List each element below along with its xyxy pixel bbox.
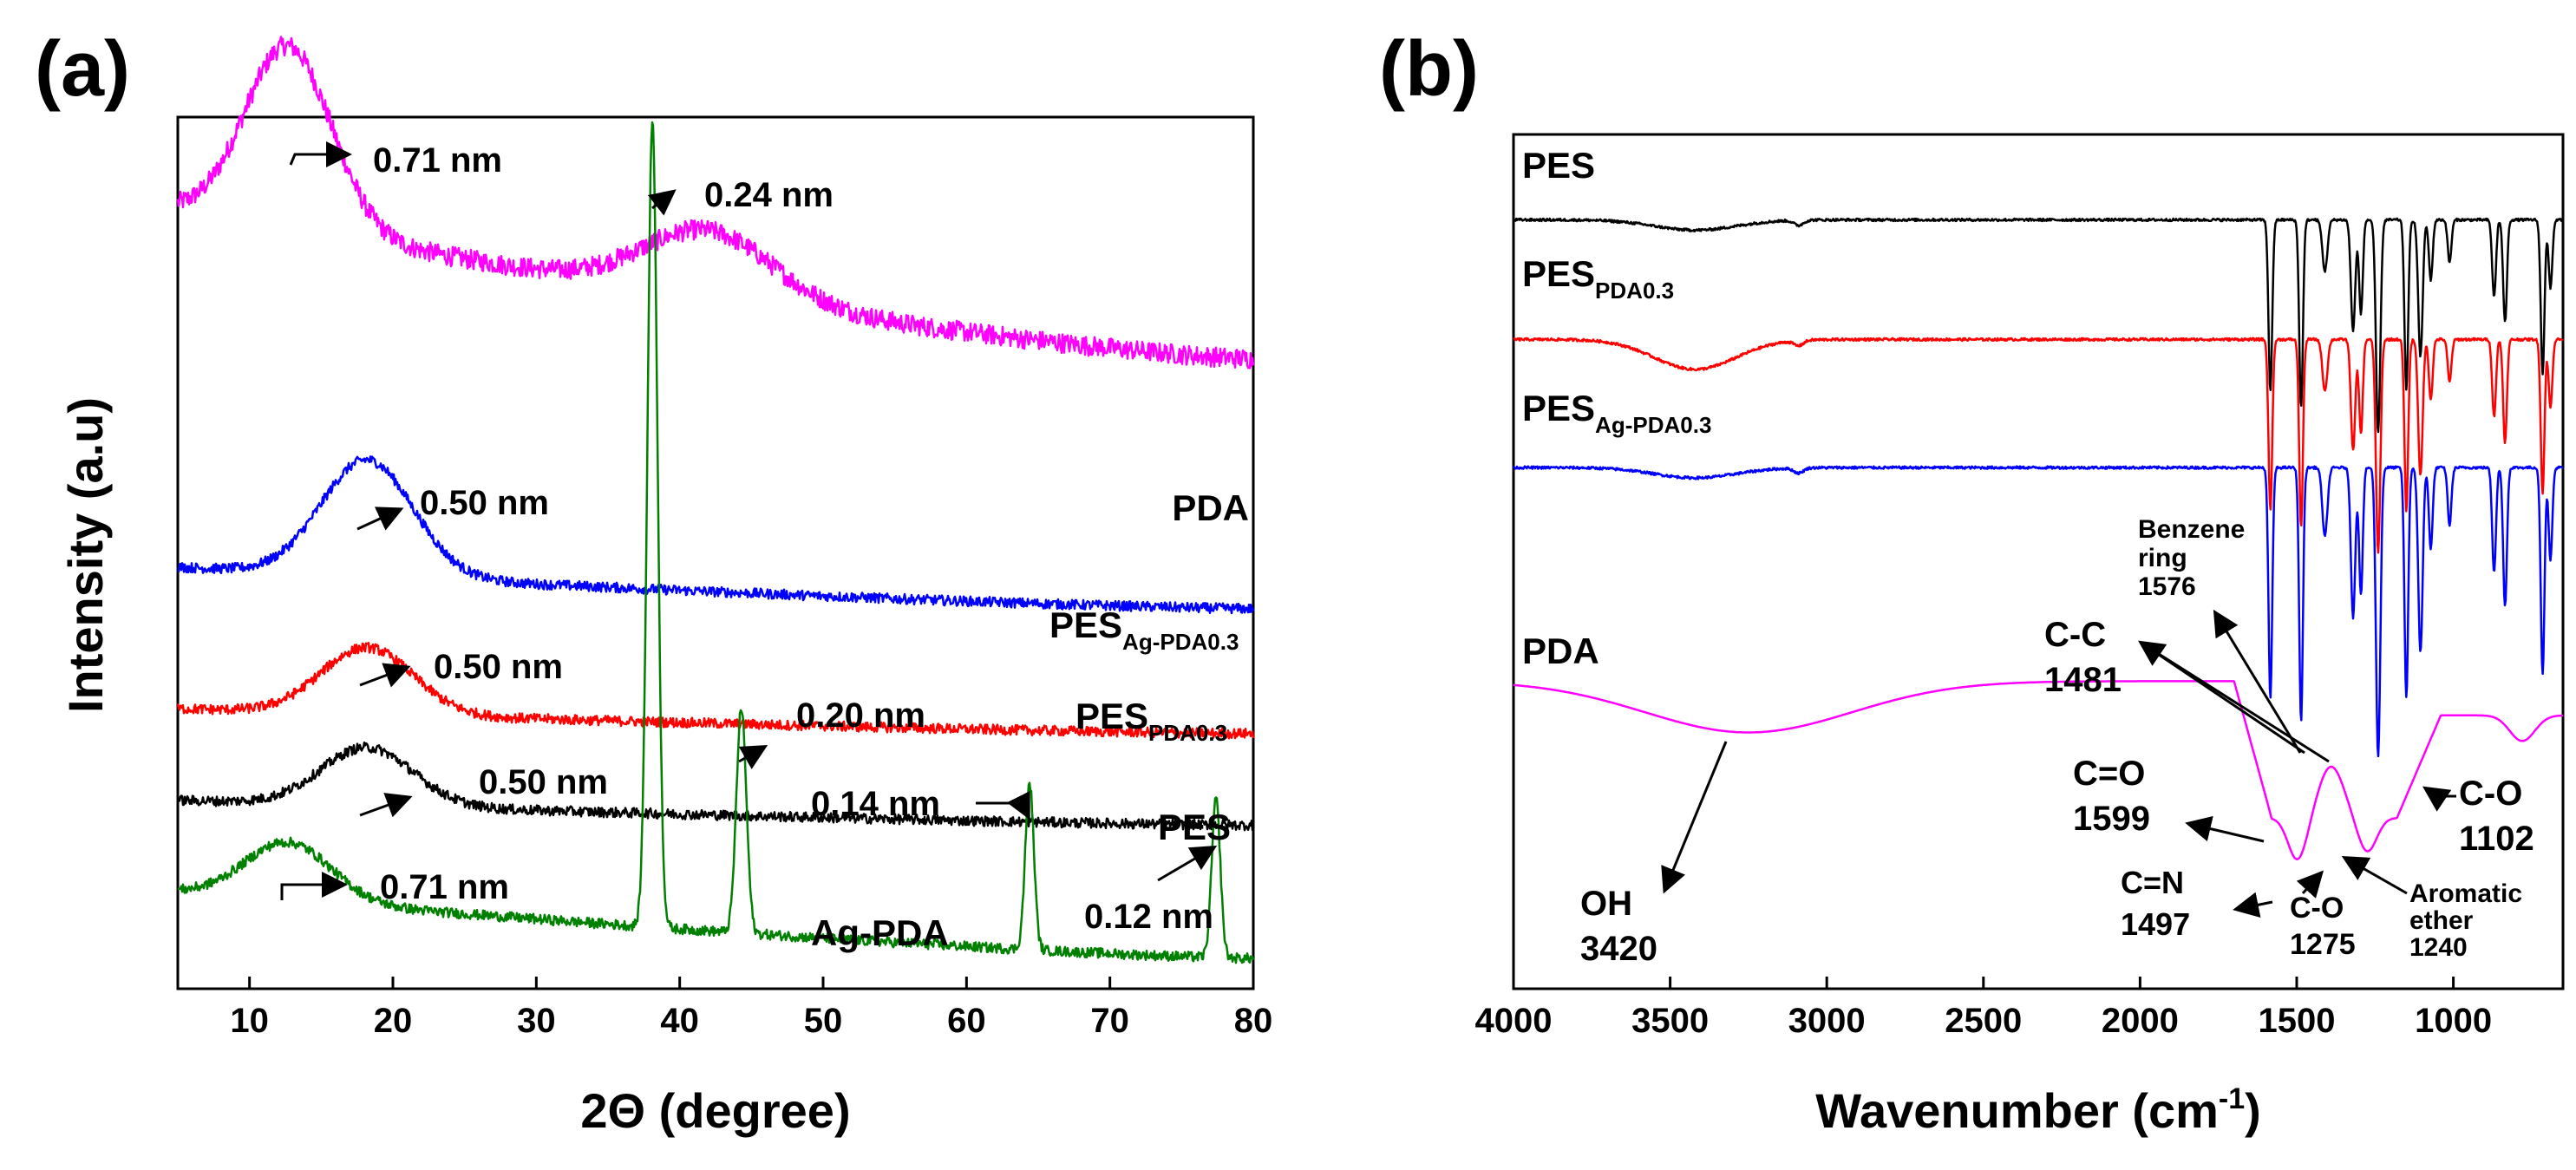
annotation-d-spacing: 0.50 nm [434, 648, 563, 686]
panel-b-frame [1512, 133, 2565, 990]
series-label-pes-pda: PESPDA0.3 [1076, 696, 1227, 746]
series-line-pda [1513, 680, 2564, 860]
annotation-d-spacing: 0.50 nm [479, 763, 608, 801]
annotation-arrow [976, 790, 1030, 820]
panel-b-x-ticks: 4000 3500 3000 2500 2000 1500 1000 [1475, 977, 2492, 1040]
panel-b-annotations: Benzene ring 1576 C-C 1481 C-O 1102 OH 3… [1580, 515, 2534, 968]
annotation-d-spacing: 0.50 nm [420, 484, 549, 522]
series-line-ag-pda [177, 121, 1255, 964]
series-label-pes-ag-pda: PESAg-PDA0.3 [1522, 388, 1711, 438]
annotation-c-o-1275: C-O 1275 [2290, 892, 2356, 961]
annotation-d-spacing: 0.14 nm [811, 785, 940, 823]
x-tick-label: 60 [947, 1002, 986, 1040]
x-tick-label: 80 [1234, 1002, 1273, 1040]
series-line-pes [177, 741, 1255, 832]
panel-a-annotations: 0.71 nm 0.24 nm 0.50 nm 0.50 nm 0.20 nm … [280, 141, 1218, 936]
series-label-ag-pda: Ag-PDA [811, 912, 949, 953]
annotation-arrow [356, 507, 404, 531]
x-tick-label: 30 [517, 1002, 556, 1040]
x-tick-label: 4000 [1475, 1002, 1553, 1040]
annotation-arrow [2296, 870, 2324, 899]
panel-b-label: (b) [1379, 26, 1479, 113]
series-line-pda [176, 36, 1255, 369]
annotation-arrow [2422, 786, 2456, 812]
annotation-arrow [359, 793, 413, 818]
annotation-c-n: C=N 1497 [2121, 865, 2191, 942]
annotation-benzene: Benzene ring 1576 [2138, 515, 2252, 601]
x-tick-label: 3500 [1631, 1002, 1709, 1040]
annotation-arrow [1157, 845, 1218, 882]
series-line-pes-pda0-3 [176, 642, 1255, 740]
series-label-pda: PDA [1172, 487, 1249, 528]
annotation-d-spacing: 0.12 nm [1084, 898, 1213, 936]
series-line-pes [1513, 217, 2564, 434]
series-line-pes-ag-pda0-3 [1513, 465, 2564, 758]
x-tick-label: 1000 [2415, 1002, 2492, 1040]
series-label-pes-ag-pda: PESAg-PDA0.3 [1049, 605, 1239, 655]
annotation-c-eq-o: C=O 1599 [2073, 755, 2154, 838]
annotation-arrow [2141, 642, 2330, 763]
annotation-arrow [1661, 741, 1728, 894]
panel-a-label: (a) [35, 26, 130, 113]
annotation-c-o-1102: C-O 1102 [2459, 775, 2534, 858]
x-tick-label: 70 [1090, 1002, 1129, 1040]
series-line-pes-pda0-3 [1513, 337, 2564, 554]
panel-a: (a) 10 20 30 40 50 60 70 80 2Θ (degree) Intensi… [35, 26, 1272, 1138]
series-line-pes-ag-pda0-3 [177, 455, 1255, 615]
series-label-pda: PDA [1522, 631, 1599, 671]
panel-a-y-axis-title: Intensity (a.u) [58, 397, 113, 713]
annotation-oh: OH 3420 [1580, 885, 1657, 968]
annotation-arrow [289, 141, 352, 167]
panel-b-x-axis-title: Wavenumber (cm-1) [1815, 1082, 2261, 1138]
annotation-arrow [2233, 892, 2273, 918]
annotation-arrow [359, 663, 411, 688]
x-tick-label: 40 [660, 1002, 699, 1040]
annotation-d-spacing: 0.20 nm [796, 696, 925, 735]
annotation-d-spacing: 0.71 nm [373, 141, 502, 180]
x-tick-label: 1500 [2258, 1002, 2335, 1040]
x-tick-label: 50 [804, 1002, 843, 1040]
x-tick-label: 2000 [2102, 1002, 2179, 1040]
annotation-arrow [738, 745, 768, 769]
panel-a-frame [176, 115, 1255, 990]
annotation-d-spacing: 0.24 nm [704, 176, 834, 214]
x-tick-label: 20 [374, 1002, 413, 1040]
panel-b: (b) 4000 3500 3000 2500 2000 1500 1000 Wavenum… [1379, 26, 2565, 1138]
x-tick-label: 2500 [1945, 1002, 2022, 1040]
series-label-pes: PES [1522, 145, 1595, 186]
annotation-aromatic-ether: Aromatic ether 1240 [2409, 879, 2529, 962]
series-label-pes: PES [1158, 807, 1231, 847]
annotation-arrow [280, 872, 348, 900]
annotation-arrow [2341, 856, 2408, 895]
annotation-arrow [2185, 815, 2265, 843]
panel-a-curves [176, 36, 1255, 964]
annotation-c-c: C-C 1481 [2044, 616, 2122, 699]
panel-a-x-axis-title: 2Θ (degree) [580, 1083, 850, 1138]
panel-a-x-ticks: 10 20 30 40 50 60 70 80 [230, 977, 1272, 1040]
panel-b-curves [1513, 217, 2564, 860]
annotation-d-spacing: 0.71 nm [380, 868, 509, 906]
x-tick-label: 3000 [1788, 1002, 1866, 1040]
annotation-arrow [2213, 609, 2302, 754]
series-label-pes-pda: PESPDA0.3 [1522, 253, 1674, 304]
annotation-arrow [647, 189, 677, 216]
x-tick-label: 10 [230, 1002, 269, 1040]
